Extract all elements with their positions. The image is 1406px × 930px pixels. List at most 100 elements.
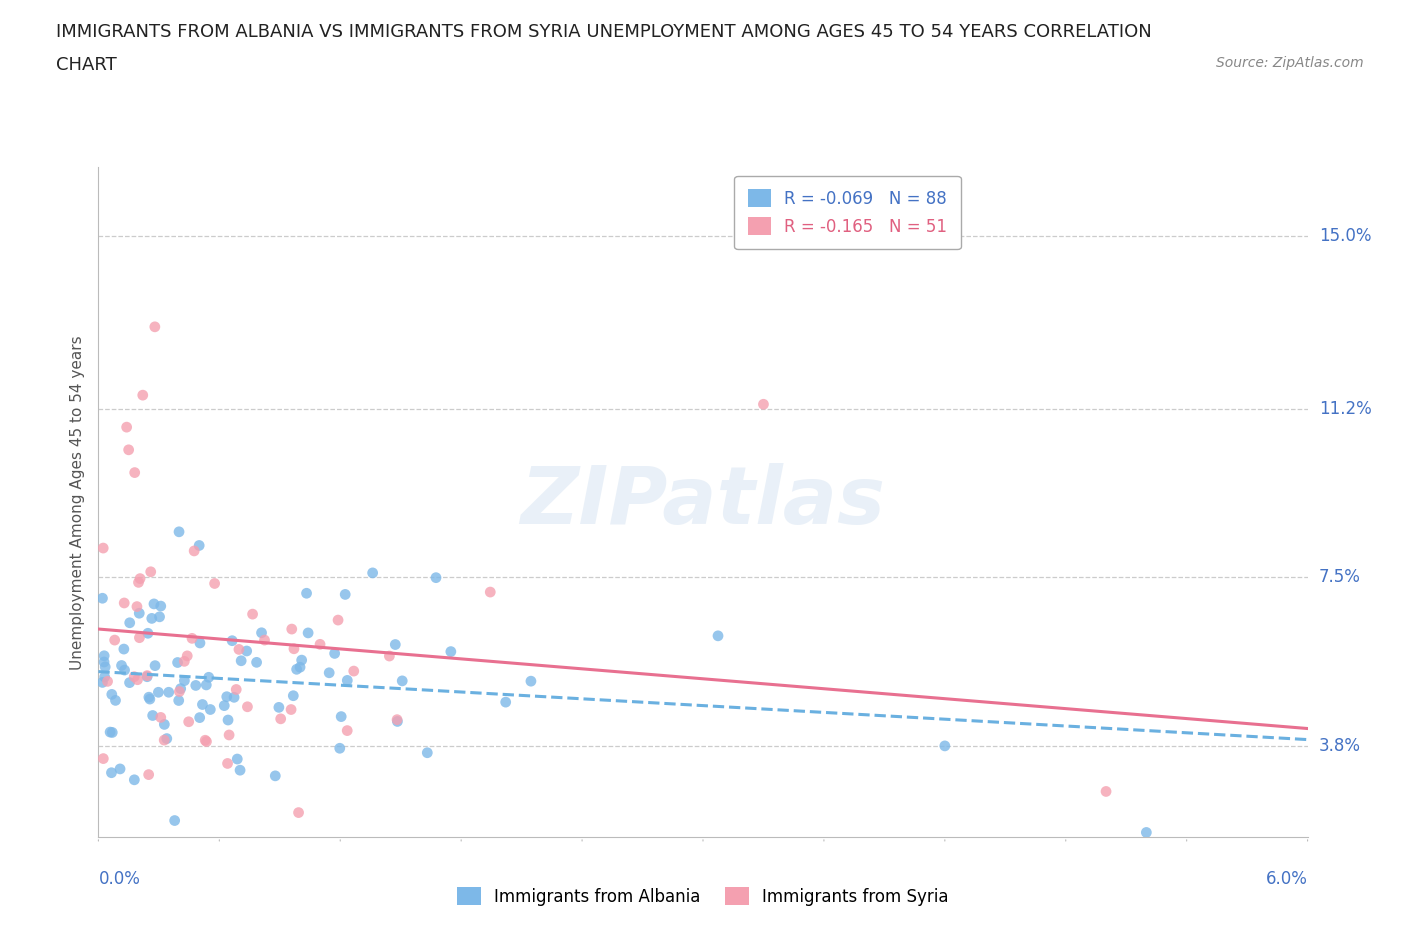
Point bbox=[138, 767, 160, 782]
Point bbox=[148, 684, 170, 699]
Point bbox=[104, 693, 127, 708]
Point bbox=[132, 388, 155, 403]
Point bbox=[142, 708, 165, 723]
Point bbox=[173, 654, 195, 669]
Point bbox=[115, 419, 138, 434]
Point bbox=[122, 670, 145, 684]
Point bbox=[295, 586, 318, 601]
Point bbox=[91, 540, 114, 555]
Point bbox=[110, 658, 132, 673]
Point bbox=[226, 751, 249, 766]
Point bbox=[270, 711, 292, 726]
Point bbox=[156, 731, 179, 746]
Point bbox=[96, 674, 118, 689]
Point bbox=[236, 699, 259, 714]
Point bbox=[1135, 825, 1157, 840]
Point bbox=[264, 768, 287, 783]
Text: Source: ZipAtlas.com: Source: ZipAtlas.com bbox=[1216, 56, 1364, 70]
Point bbox=[128, 631, 150, 645]
Point bbox=[112, 642, 135, 657]
Point bbox=[479, 585, 502, 600]
Point bbox=[184, 678, 207, 693]
Point bbox=[94, 659, 117, 674]
Text: 15.0%: 15.0% bbox=[1319, 227, 1371, 245]
Point bbox=[285, 662, 308, 677]
Point bbox=[101, 725, 124, 740]
Point bbox=[387, 714, 409, 729]
Point bbox=[188, 538, 211, 553]
Point bbox=[148, 609, 170, 624]
Point bbox=[153, 717, 176, 732]
Text: 3.8%: 3.8% bbox=[1319, 737, 1361, 755]
Point bbox=[177, 714, 200, 729]
Point bbox=[283, 688, 305, 703]
Text: ZIPatlas: ZIPatlas bbox=[520, 463, 886, 541]
Point bbox=[283, 642, 305, 657]
Point bbox=[91, 675, 114, 690]
Point bbox=[222, 690, 245, 705]
Legend: Immigrants from Albania, Immigrants from Syria: Immigrants from Albania, Immigrants from… bbox=[451, 881, 955, 912]
Point bbox=[118, 443, 141, 458]
Point bbox=[218, 727, 240, 742]
Point bbox=[114, 663, 136, 678]
Point bbox=[118, 616, 141, 631]
Point bbox=[173, 673, 195, 688]
Point bbox=[194, 733, 217, 748]
Point bbox=[167, 525, 190, 539]
Point bbox=[91, 751, 114, 766]
Point bbox=[229, 763, 252, 777]
Point bbox=[136, 669, 159, 684]
Point bbox=[170, 681, 193, 696]
Point bbox=[318, 665, 340, 680]
Point bbox=[1095, 784, 1118, 799]
Point bbox=[143, 319, 166, 334]
Point bbox=[235, 644, 257, 658]
Point bbox=[309, 637, 332, 652]
Point bbox=[188, 711, 211, 725]
Point bbox=[98, 724, 121, 739]
Point bbox=[125, 599, 148, 614]
Point bbox=[101, 687, 124, 702]
Point bbox=[361, 565, 384, 580]
Point bbox=[128, 575, 150, 590]
Point bbox=[143, 658, 166, 673]
Point bbox=[112, 595, 135, 610]
Point bbox=[297, 626, 319, 641]
Point bbox=[378, 648, 401, 663]
Point bbox=[267, 700, 290, 715]
Point bbox=[250, 625, 273, 640]
Point bbox=[149, 599, 172, 614]
Point bbox=[343, 664, 366, 679]
Point bbox=[253, 632, 276, 647]
Point bbox=[129, 571, 152, 586]
Point bbox=[136, 626, 159, 641]
Point bbox=[288, 659, 311, 674]
Point bbox=[141, 611, 163, 626]
Point bbox=[139, 565, 162, 579]
Legend: R = -0.069   N = 88, R = -0.165   N = 51: R = -0.069 N = 88, R = -0.165 N = 51 bbox=[734, 176, 960, 249]
Point bbox=[280, 702, 302, 717]
Point bbox=[118, 675, 141, 690]
Text: CHART: CHART bbox=[56, 56, 117, 73]
Point bbox=[214, 698, 236, 713]
Point bbox=[93, 670, 115, 684]
Y-axis label: Unemployment Among Ages 45 to 54 years: Unemployment Among Ages 45 to 54 years bbox=[69, 335, 84, 670]
Point bbox=[143, 596, 166, 611]
Point bbox=[221, 633, 243, 648]
Point bbox=[183, 543, 205, 558]
Text: 6.0%: 6.0% bbox=[1265, 870, 1308, 888]
Point bbox=[287, 805, 309, 820]
Point bbox=[495, 695, 517, 710]
Point bbox=[246, 655, 269, 670]
Point bbox=[167, 693, 190, 708]
Point bbox=[100, 765, 122, 780]
Text: 7.5%: 7.5% bbox=[1319, 568, 1361, 586]
Point bbox=[323, 646, 346, 661]
Point bbox=[225, 682, 247, 697]
Point bbox=[149, 710, 172, 724]
Point bbox=[336, 673, 359, 688]
Point bbox=[91, 591, 114, 605]
Point bbox=[138, 690, 160, 705]
Point bbox=[391, 673, 413, 688]
Point bbox=[124, 773, 146, 788]
